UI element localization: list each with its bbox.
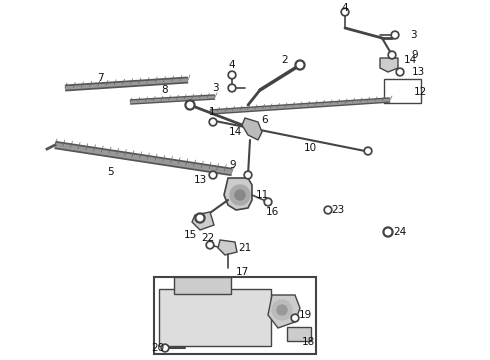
Text: 1: 1	[209, 107, 215, 117]
FancyBboxPatch shape	[174, 277, 231, 294]
FancyBboxPatch shape	[159, 289, 271, 346]
Circle shape	[163, 346, 167, 350]
Text: 12: 12	[414, 87, 427, 97]
Circle shape	[297, 62, 303, 68]
Circle shape	[235, 190, 245, 200]
Text: 23: 23	[331, 205, 344, 215]
Circle shape	[383, 227, 393, 237]
Circle shape	[211, 173, 215, 177]
Text: 4: 4	[342, 3, 348, 13]
Circle shape	[341, 8, 349, 16]
Circle shape	[187, 102, 193, 108]
Text: 10: 10	[303, 143, 317, 153]
Circle shape	[266, 200, 270, 204]
Circle shape	[195, 213, 205, 223]
Circle shape	[398, 70, 402, 74]
Circle shape	[388, 51, 396, 59]
Circle shape	[209, 171, 217, 179]
Text: 7: 7	[97, 73, 103, 83]
Circle shape	[291, 314, 299, 322]
Circle shape	[208, 243, 212, 247]
FancyBboxPatch shape	[287, 327, 311, 341]
Circle shape	[206, 241, 214, 249]
Text: 2: 2	[282, 55, 288, 65]
Text: 19: 19	[298, 310, 312, 320]
Circle shape	[161, 344, 169, 352]
Text: 8: 8	[162, 85, 168, 95]
Circle shape	[391, 31, 399, 39]
Circle shape	[326, 208, 330, 212]
Polygon shape	[218, 240, 237, 255]
Circle shape	[211, 120, 215, 124]
Circle shape	[185, 100, 195, 110]
Text: 16: 16	[266, 207, 279, 217]
Text: 15: 15	[183, 230, 196, 240]
Text: 18: 18	[301, 337, 315, 347]
Circle shape	[228, 71, 236, 79]
Circle shape	[228, 84, 236, 92]
Text: 9: 9	[230, 160, 236, 170]
Text: 14: 14	[228, 127, 242, 137]
Text: 9: 9	[412, 50, 418, 60]
Circle shape	[230, 73, 234, 77]
Polygon shape	[380, 58, 398, 72]
Circle shape	[277, 305, 287, 315]
Circle shape	[244, 171, 252, 179]
FancyBboxPatch shape	[154, 277, 316, 354]
Text: 4: 4	[229, 60, 235, 70]
Circle shape	[246, 173, 250, 177]
Text: 3: 3	[212, 83, 219, 93]
Circle shape	[390, 53, 394, 57]
Text: 6: 6	[262, 115, 269, 125]
FancyBboxPatch shape	[384, 79, 421, 103]
Polygon shape	[192, 212, 214, 230]
Text: 13: 13	[194, 175, 207, 185]
Circle shape	[396, 68, 404, 76]
Circle shape	[230, 185, 250, 205]
Circle shape	[324, 206, 332, 214]
Polygon shape	[242, 118, 262, 140]
Circle shape	[264, 198, 272, 206]
Circle shape	[230, 86, 234, 90]
Polygon shape	[268, 295, 300, 328]
Text: 22: 22	[201, 233, 215, 243]
Text: 17: 17	[235, 267, 248, 277]
Text: 21: 21	[238, 243, 252, 253]
Circle shape	[343, 10, 347, 14]
Circle shape	[293, 316, 297, 320]
Text: 3: 3	[410, 30, 416, 40]
Circle shape	[393, 33, 397, 37]
Circle shape	[385, 229, 391, 235]
Text: 11: 11	[255, 190, 269, 200]
Polygon shape	[224, 178, 252, 210]
Text: 14: 14	[403, 55, 416, 65]
Text: 24: 24	[393, 227, 407, 237]
Circle shape	[209, 118, 217, 126]
Circle shape	[197, 215, 203, 221]
Circle shape	[364, 147, 372, 155]
Circle shape	[272, 300, 292, 320]
Text: 5: 5	[107, 167, 113, 177]
Text: 20: 20	[151, 343, 165, 353]
Circle shape	[295, 60, 305, 70]
Circle shape	[366, 149, 370, 153]
Text: 13: 13	[412, 67, 425, 77]
